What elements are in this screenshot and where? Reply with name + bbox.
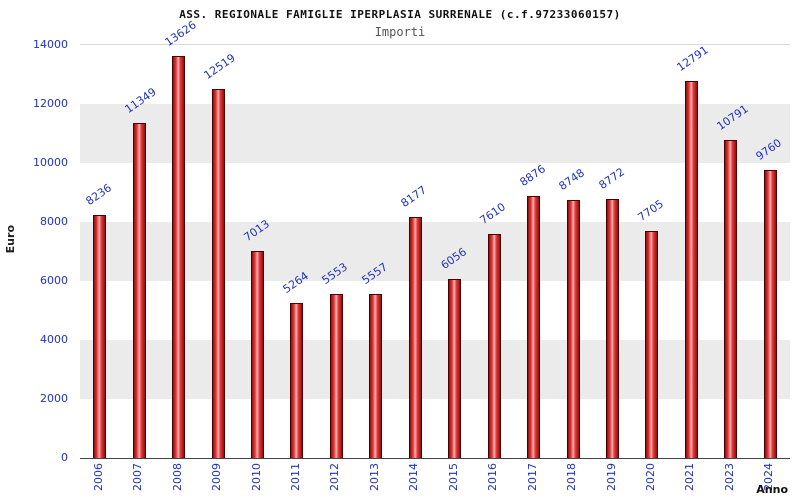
bar	[290, 302, 304, 458]
x-tick-label: 2021	[683, 463, 697, 491]
grid-band	[80, 339, 790, 399]
x-tick-label: 2006	[91, 463, 105, 491]
bar	[132, 123, 146, 458]
x-tick-label: 2016	[486, 463, 500, 491]
bar	[645, 230, 659, 458]
x-axis-title: Anno	[756, 483, 788, 496]
bar	[408, 216, 422, 458]
plot-area: 8236 2006 11349 2007 13626 2008 12519 2009 7013 2…	[80, 18, 790, 491]
x-tick-label: 2010	[249, 463, 263, 491]
y-tick-label: 0	[61, 451, 68, 464]
bar	[763, 170, 777, 458]
bar	[448, 279, 462, 458]
bar	[527, 196, 541, 458]
bar	[369, 294, 383, 458]
x-tick-label: 2023	[722, 463, 736, 491]
bar	[724, 139, 738, 458]
y-tick-label: 14000	[33, 38, 68, 51]
x-tick-label: 2020	[643, 463, 657, 491]
x-tick-label: 2008	[170, 463, 184, 491]
x-tick-label: 2009	[210, 463, 224, 491]
y-tick-label: 8000	[40, 215, 68, 228]
y-tick-label: 4000	[40, 333, 68, 346]
chart-subtitle: Importi	[374, 25, 426, 39]
grid-band	[80, 103, 790, 163]
y-tick-label: 12000	[33, 97, 68, 110]
x-tick-label: 2013	[367, 463, 381, 491]
grid-band	[80, 398, 790, 458]
bar	[606, 199, 619, 458]
grid-band	[80, 44, 790, 104]
bar	[487, 233, 501, 458]
x-tick-label: 2015	[446, 463, 460, 491]
bar	[172, 56, 186, 458]
chart-title: ASS. REGIONALE FAMIGLIE IPERPLASIA SURRE…	[179, 8, 621, 21]
x-tick-label: 2011	[288, 463, 302, 491]
bar	[329, 294, 343, 458]
x-tick-label: 2018	[565, 463, 579, 491]
x-tick-label: 2007	[131, 463, 145, 491]
grid-band	[80, 221, 790, 281]
y-tick-label: 6000	[40, 274, 68, 287]
bar	[566, 199, 580, 458]
grid-band	[80, 280, 790, 340]
bar	[211, 88, 225, 458]
bar	[93, 215, 107, 458]
y-tick-label: 10000	[33, 156, 68, 169]
y-tick-label: 2000	[40, 392, 68, 405]
grid-band	[80, 162, 790, 222]
x-tick-label: 2014	[407, 463, 421, 491]
x-tick-label: 2017	[525, 463, 539, 491]
x-tick-label: 2019	[604, 463, 618, 491]
bar	[684, 80, 698, 458]
bar	[251, 251, 264, 458]
y-axis: 0 2000 4000 6000 8000 10000 12000 14000	[0, 38, 74, 464]
x-tick-label: 2012	[328, 463, 342, 491]
